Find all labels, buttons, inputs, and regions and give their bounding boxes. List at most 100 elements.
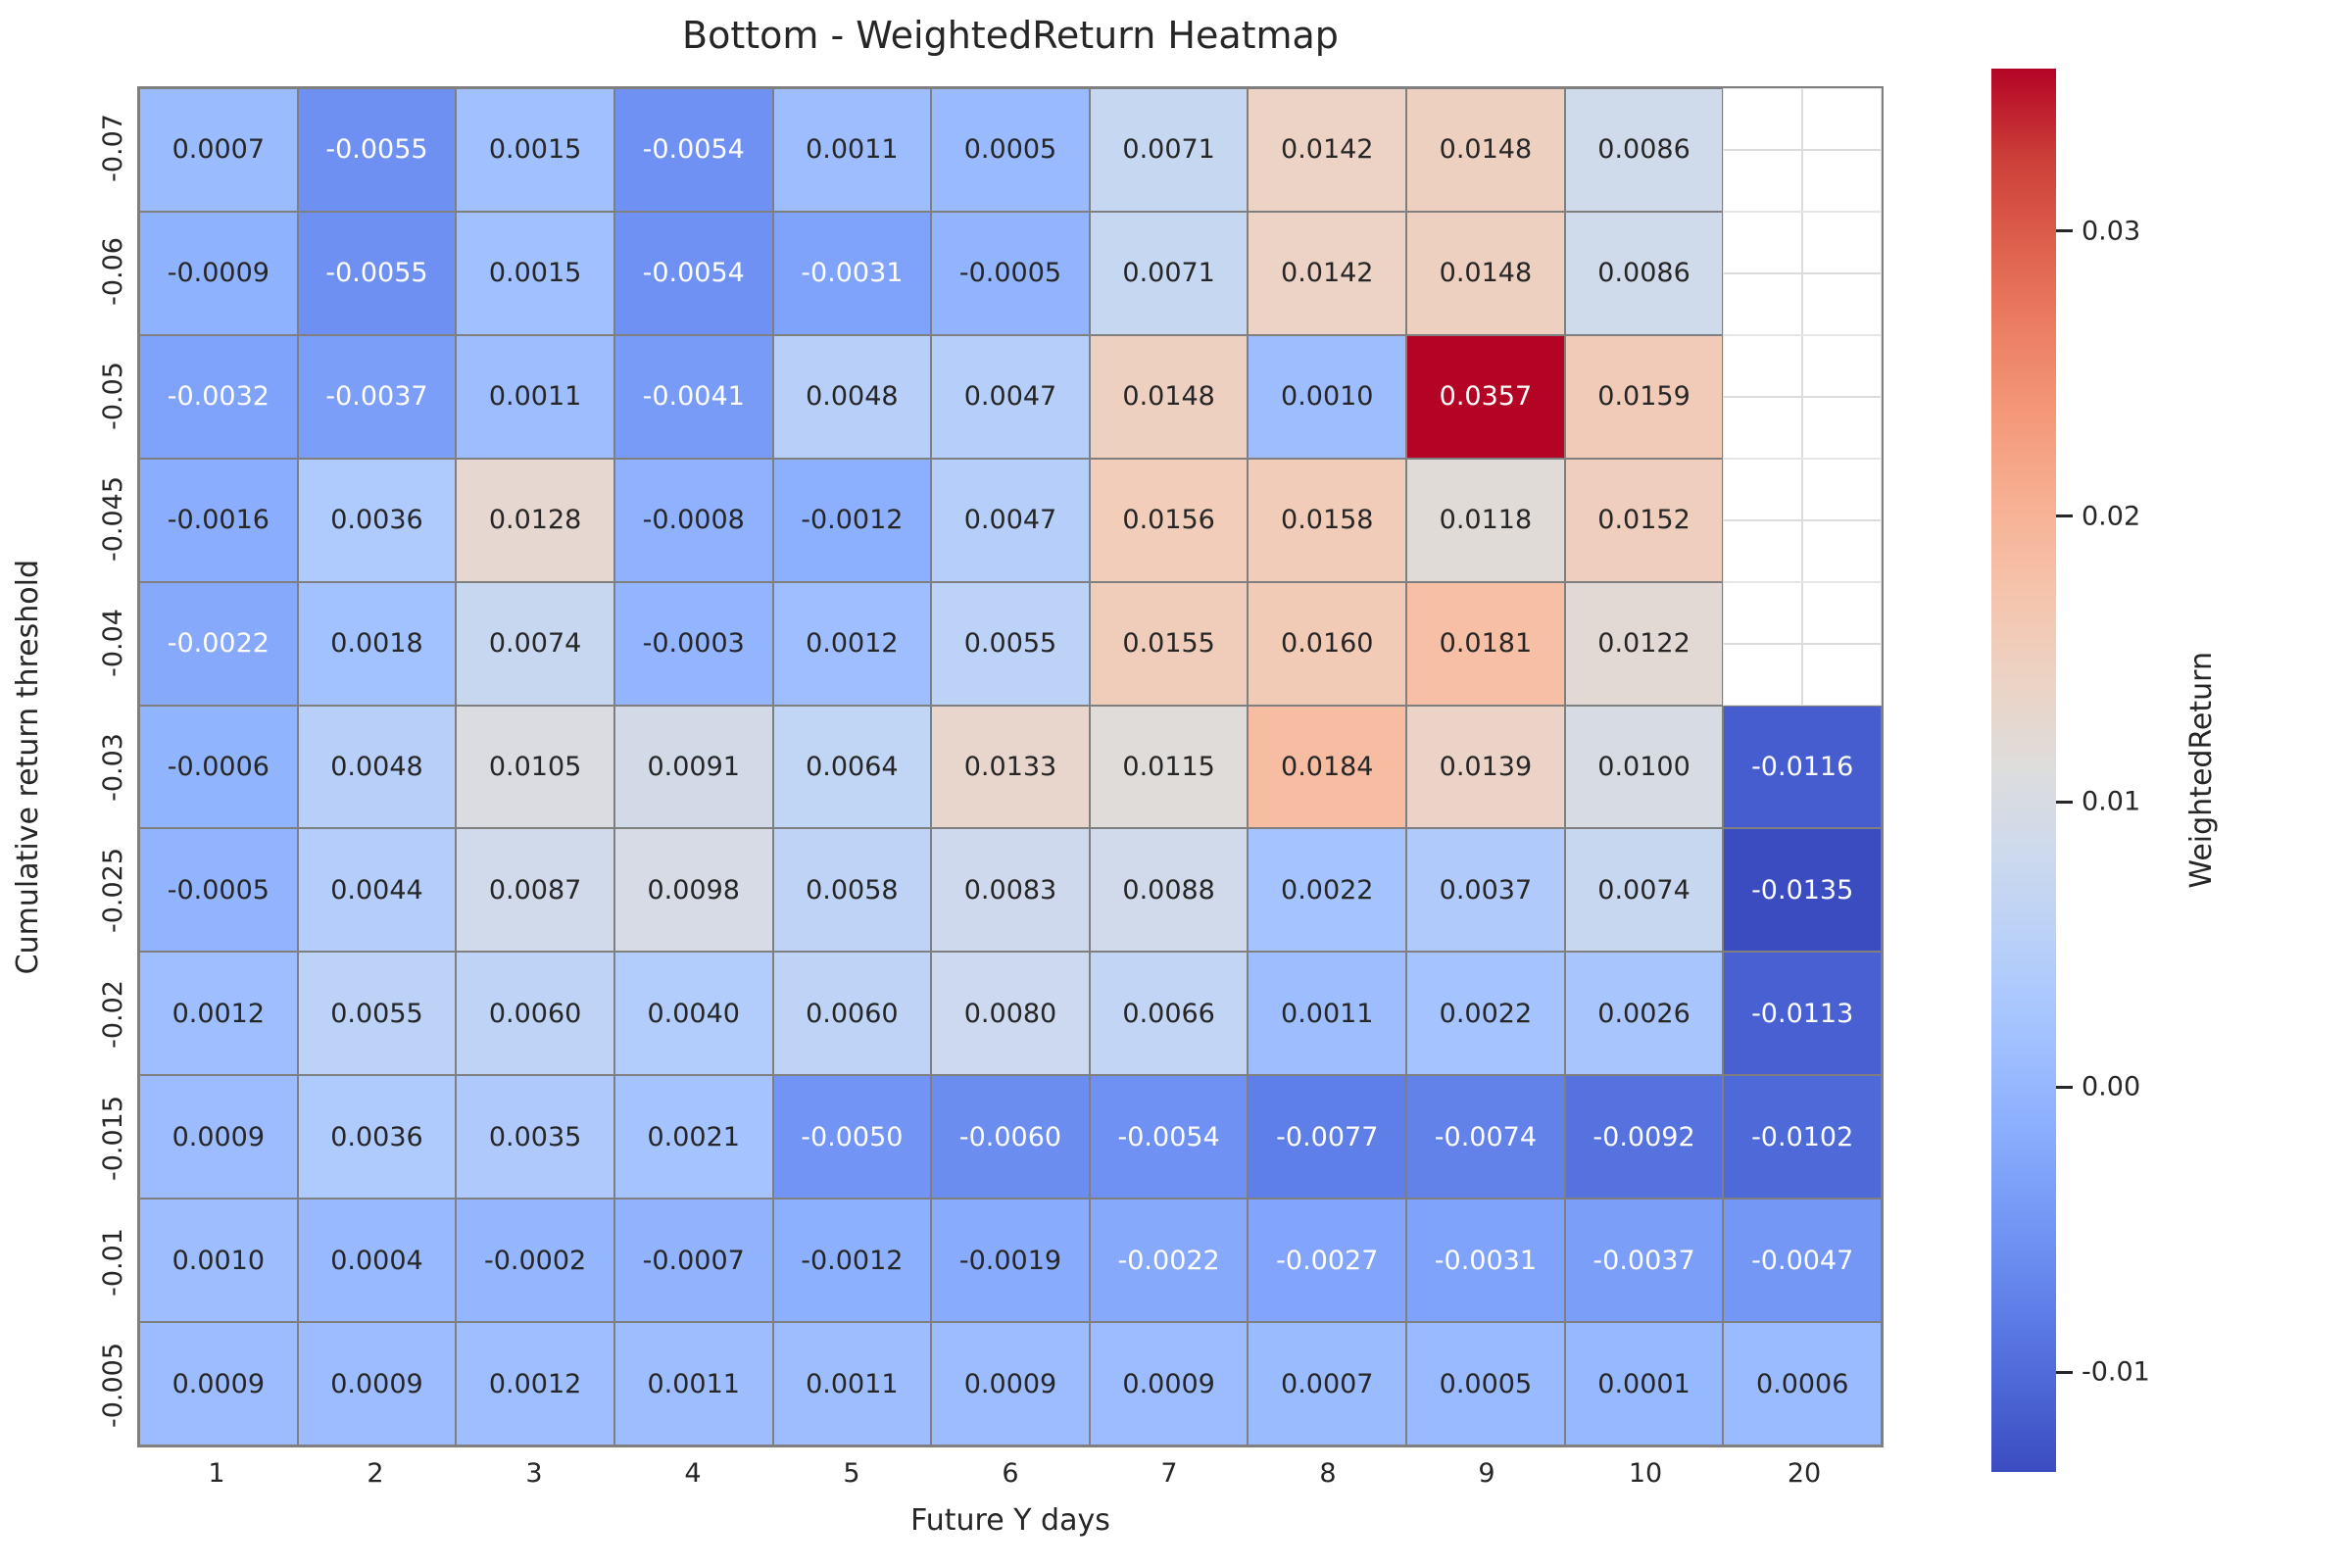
heatmap-cell: 0.0010 [1248, 334, 1407, 459]
cell-value: -0.0135 [1751, 874, 1854, 906]
heatmap-cell: 0.0047 [931, 458, 1090, 582]
heatmap-cell: 0.0009 [139, 1075, 298, 1200]
y-tick-label: -0.02 [92, 953, 133, 1076]
cell-value: -0.0050 [801, 1121, 904, 1152]
heatmap-cell: 0.0159 [1564, 334, 1724, 459]
colorbar-title-text: WeightedReturn [2183, 652, 2219, 889]
cell-value: 0.0035 [488, 1121, 582, 1152]
heatmap-cell: -0.0022 [1089, 1199, 1249, 1323]
cell-value: 0.0004 [330, 1245, 423, 1276]
cell-value: 0.0088 [1122, 874, 1215, 906]
cell-value: 0.0071 [1122, 258, 1215, 289]
heatmap-cell: -0.0008 [613, 458, 773, 582]
heatmap-cell: 0.0047 [931, 334, 1090, 459]
heatmap-cell: -0.0113 [1723, 952, 1882, 1076]
heatmap-cell: 0.0009 [931, 1322, 1090, 1446]
cell-value: -0.0006 [167, 751, 270, 782]
cell-value: 0.0156 [1122, 505, 1215, 536]
heatmap-cell: -0.0037 [297, 334, 457, 459]
heatmap-cell: 0.0022 [1248, 828, 1407, 953]
cell-value: 0.0037 [1439, 874, 1533, 906]
cell-value: 0.0074 [1597, 874, 1690, 906]
heatmap-cell: 0.0152 [1564, 458, 1724, 582]
heatmap-cell: -0.0102 [1723, 1075, 1882, 1200]
heatmap-cell: 0.0007 [1248, 1322, 1407, 1446]
cell-value: 0.0086 [1597, 134, 1690, 166]
heatmap-cell: 0.0012 [456, 1322, 614, 1446]
cell-value: 0.0181 [1439, 628, 1533, 660]
cell-value: 0.0155 [1122, 628, 1215, 660]
x-tick-label: 1 [208, 1458, 225, 1489]
cell-value: -0.0022 [167, 628, 270, 660]
cell-value: 0.0005 [963, 134, 1057, 166]
heatmap-cell: 0.0080 [931, 952, 1090, 1076]
cell-value: -0.0077 [1276, 1121, 1379, 1152]
y-tick-label: -0.05 [92, 334, 133, 458]
heatmap-cell: -0.0009 [139, 211, 298, 335]
cell-value: 0.0133 [963, 751, 1057, 782]
heatmap-cell: -0.0037 [1564, 1199, 1724, 1323]
cell-value: 0.0009 [330, 1368, 423, 1399]
heatmap-cell-empty [1723, 334, 1882, 459]
heatmap-cell: 0.0009 [297, 1322, 457, 1446]
cell-value: 0.0010 [172, 1245, 266, 1276]
heatmap-cell: 0.0006 [1723, 1322, 1882, 1446]
heatmap-cell: 0.0011 [772, 1322, 932, 1446]
colorbar-tick-mark [2056, 1370, 2073, 1374]
cell-value: -0.0012 [801, 1245, 904, 1276]
cell-value: 0.0009 [172, 1121, 266, 1152]
heatmap-cell: -0.0077 [1248, 1075, 1407, 1200]
y-tick-label: -0.025 [92, 829, 133, 953]
heatmap-cell: -0.0060 [931, 1075, 1090, 1200]
heatmap-cell: 0.0357 [1406, 334, 1565, 459]
heatmap-cell: -0.0016 [139, 458, 298, 582]
heatmap-grid: 0.0007 -0.0055 0.0015 -0.0054 0.0011 0.0005 0.… [137, 86, 1884, 1447]
cell-value: 0.0009 [172, 1368, 266, 1399]
heatmap-cell: -0.0031 [1406, 1199, 1565, 1323]
heatmap-cell: -0.0054 [613, 211, 773, 335]
cell-value: 0.0091 [647, 751, 740, 782]
heatmap-cell: -0.0055 [297, 88, 457, 212]
heatmap-cell: 0.0035 [456, 1075, 614, 1200]
cell-value: 0.0083 [963, 874, 1057, 906]
x-tick-label: 5 [843, 1458, 860, 1489]
heatmap-cell: 0.0064 [772, 705, 932, 829]
y-tick-label-text: -0.01 [97, 1227, 128, 1297]
cell-value: -0.0005 [958, 258, 1062, 289]
cell-value: 0.0007 [172, 134, 266, 166]
colorbar-tick-mark [2056, 800, 2073, 804]
cell-value: -0.0032 [167, 381, 270, 413]
cell-value: 0.0021 [647, 1121, 740, 1152]
cell-value: 0.0115 [1122, 751, 1215, 782]
cell-value: 0.0105 [488, 751, 582, 782]
y-axis-title: Cumulative return threshold [6, 86, 49, 1447]
x-tick-label: 8 [1319, 1458, 1337, 1489]
colorbar-tick-label: 0.02 [2082, 501, 2141, 532]
heatmap-cell: 0.0074 [456, 581, 614, 706]
cell-value: -0.0022 [1117, 1245, 1220, 1276]
heatmap-cell: 0.0128 [456, 458, 614, 582]
cell-value: -0.0054 [1117, 1121, 1220, 1152]
x-tick-label: 10 [1628, 1458, 1663, 1489]
heatmap-cell: 0.0148 [1089, 334, 1249, 459]
heatmap-cell: 0.0010 [139, 1199, 298, 1323]
y-tick-label: -0.06 [92, 210, 133, 333]
cell-value: 0.0064 [806, 751, 899, 782]
x-tick-label: 20 [1787, 1458, 1822, 1489]
heatmap-cell-empty [1723, 88, 1882, 212]
y-tick-label-text: -0.04 [97, 609, 128, 678]
heatmap-cell: 0.0021 [613, 1075, 773, 1200]
cell-value: 0.0055 [330, 998, 423, 1029]
cell-value: 0.0100 [1597, 751, 1690, 782]
heatmap-cell: -0.0005 [931, 211, 1090, 335]
y-tick-label-text: -0.005 [97, 1343, 128, 1429]
heatmap-cell: 0.0066 [1089, 952, 1249, 1076]
cell-value: 0.0011 [488, 381, 582, 413]
heatmap-cell: -0.0054 [1089, 1075, 1249, 1200]
heatmap-cell: -0.0050 [772, 1075, 932, 1200]
cell-value: 0.0071 [1122, 134, 1215, 166]
cell-value: -0.0007 [642, 1245, 745, 1276]
cell-value: 0.0122 [1597, 628, 1690, 660]
heatmap-cell: 0.0122 [1564, 581, 1724, 706]
